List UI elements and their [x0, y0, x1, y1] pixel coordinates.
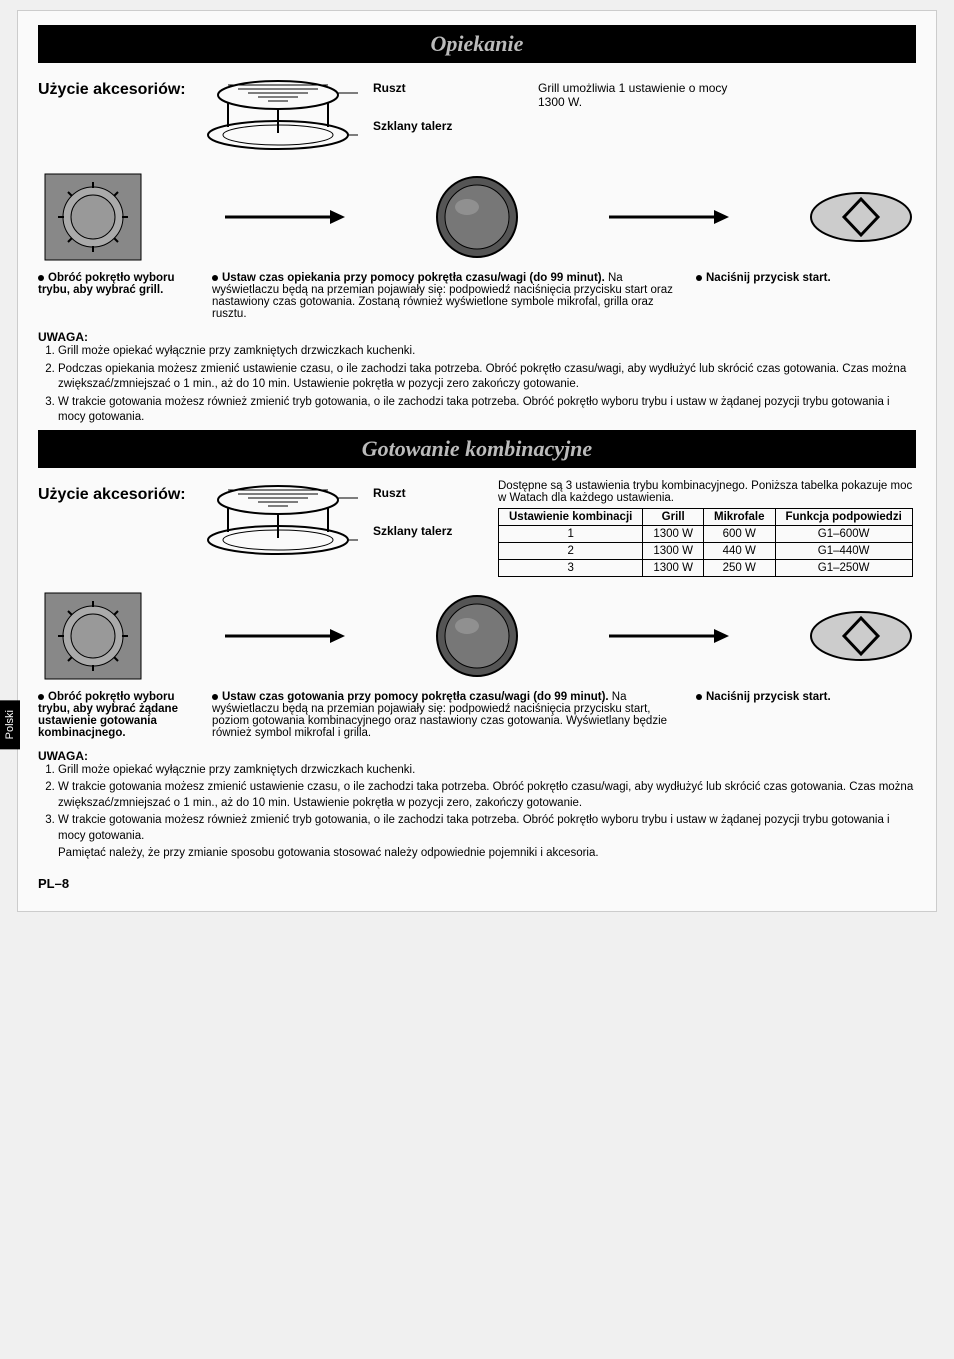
combi-intro-and-table: Dostępne są 3 ustawienia trybu kombinacy…: [498, 480, 916, 577]
grill-power-text: Grill umożliwia 1 ustawienie o mocy 1300…: [498, 75, 748, 109]
section1-captions: Obróć pokrętło wyboru trybu, aby wybrać …: [38, 272, 916, 320]
table-cell: G1–250W: [775, 559, 912, 576]
start-button-icon: [806, 601, 916, 671]
arrow-icon: [225, 626, 345, 646]
step1-caption: Obróć pokrętło wyboru trybu, aby wybrać …: [38, 691, 198, 739]
table-cell: 2: [499, 542, 643, 559]
final-note: Pamiętać należy, że przy zmianie sposobu…: [58, 846, 916, 862]
page-container: Opiekanie Użycie akcesoriów: Ruszt Szkla…: [17, 10, 937, 912]
uwaga-item: Grill może opiekać wyłącznie przy zamkni…: [58, 344, 916, 360]
uwaga-item: W trakcie gotowania możesz również zmien…: [58, 813, 916, 844]
talerz-label: Szklany talerz: [373, 524, 452, 538]
table-cell: 1300 W: [643, 525, 704, 542]
table-row: 3 1300 W 250 W G1–250W: [499, 559, 913, 576]
section2-top-row: Użycie akcesoriów: Ruszt Szklany talerz: [38, 480, 916, 577]
combi-intro-text: Dostępne są 3 ustawienia trybu kombinacy…: [498, 480, 916, 504]
step1-caption: Obróć pokrętło wyboru trybu, aby wybrać …: [38, 272, 198, 320]
step2-bold: Ustaw czas opiekania przy pomocy pokrętł…: [222, 272, 605, 284]
timer-dial-icon: [422, 172, 532, 262]
table-cell: G1–440W: [775, 542, 912, 559]
step3-text: Naciśnij przycisk start.: [706, 272, 831, 284]
mode-dial-icon: [38, 172, 148, 262]
table-header: Mikrofale: [704, 508, 776, 525]
accessory-diagram: Ruszt Szklany talerz: [198, 75, 488, 158]
step1-text: Obróć pokrętło wyboru trybu, aby wybrać …: [38, 272, 175, 296]
page-number: PL–8: [38, 876, 916, 891]
table-cell: 440 W: [704, 542, 776, 559]
section2-captions: Obróć pokrętło wyboru trybu, aby wybrać …: [38, 691, 916, 739]
section1-steps-row: [38, 172, 916, 262]
section1-header: Opiekanie: [38, 25, 916, 63]
section2-uwaga-list: Grill może opiekać wyłącznie przy zamkni…: [38, 763, 916, 845]
arrow-icon: [609, 207, 729, 227]
step3-caption: Naciśnij przycisk start.: [696, 691, 866, 739]
timer-dial-icon: [422, 591, 532, 681]
wire-rack-icon: [198, 75, 358, 155]
combi-table: Ustawienie kombinacji Grill Mikrofale Fu…: [498, 508, 913, 577]
uwaga-item: Podczas opiekania możesz zmienić ustawie…: [58, 362, 916, 393]
table-cell: 1300 W: [643, 542, 704, 559]
step2-caption: Ustaw czas gotowania przy pomocy pokrętł…: [212, 691, 682, 739]
ruszt-label: Ruszt: [373, 81, 406, 95]
wire-rack-icon: [198, 480, 358, 560]
step1-text: Obróć pokrętło wyboru trybu, aby wybrać …: [38, 691, 178, 739]
arrow-icon: [225, 207, 345, 227]
table-row: 1 1300 W 600 W G1–600W: [499, 525, 913, 542]
step3-caption: Naciśnij przycisk start.: [696, 272, 866, 320]
section2-steps-row: [38, 591, 916, 681]
uwaga-heading: UWAGA:: [38, 330, 916, 344]
table-cell: 1: [499, 525, 643, 542]
uwaga-item: W trakcie gotowania możesz zmienić ustaw…: [58, 780, 916, 811]
uwaga-heading: UWAGA:: [38, 749, 916, 763]
table-cell: 1300 W: [643, 559, 704, 576]
step2-bold: Ustaw czas gotowania przy pomocy pokrętł…: [222, 691, 609, 703]
table-cell: 600 W: [704, 525, 776, 542]
accessory-diagram: Ruszt Szklany talerz: [198, 480, 488, 563]
arrow-icon: [609, 626, 729, 646]
start-button-icon: [806, 182, 916, 252]
uwaga-item: Grill może opiekać wyłącznie przy zamkni…: [58, 763, 916, 779]
table-header: Funkcja podpowiedzi: [775, 508, 912, 525]
table-header: Ustawienie kombinacji: [499, 508, 643, 525]
step3-text: Naciśnij przycisk start.: [706, 691, 831, 703]
accessories-label: Użycie akcesoriów:: [38, 75, 188, 99]
section1-accessories-row: Użycie akcesoriów: Ruszt Szklany talerz …: [38, 75, 916, 158]
table-header: Grill: [643, 508, 704, 525]
section1-uwaga-list: Grill może opiekać wyłącznie przy zamkni…: [38, 344, 916, 426]
accessories-label: Użycie akcesoriów:: [38, 480, 188, 504]
table-row: 2 1300 W 440 W G1–440W: [499, 542, 913, 559]
mode-dial-icon: [38, 591, 148, 681]
language-tab: Polski: [0, 700, 20, 749]
ruszt-label: Ruszt: [373, 486, 406, 500]
section2-header: Gotowanie kombinacyjne: [38, 430, 916, 468]
table-cell: G1–600W: [775, 525, 912, 542]
table-cell: 250 W: [704, 559, 776, 576]
talerz-label: Szklany talerz: [373, 119, 452, 133]
table-cell: 3: [499, 559, 643, 576]
uwaga-item: W trakcie gotowania możesz również zmien…: [58, 395, 916, 426]
step2-caption: Ustaw czas opiekania przy pomocy pokrętł…: [212, 272, 682, 320]
